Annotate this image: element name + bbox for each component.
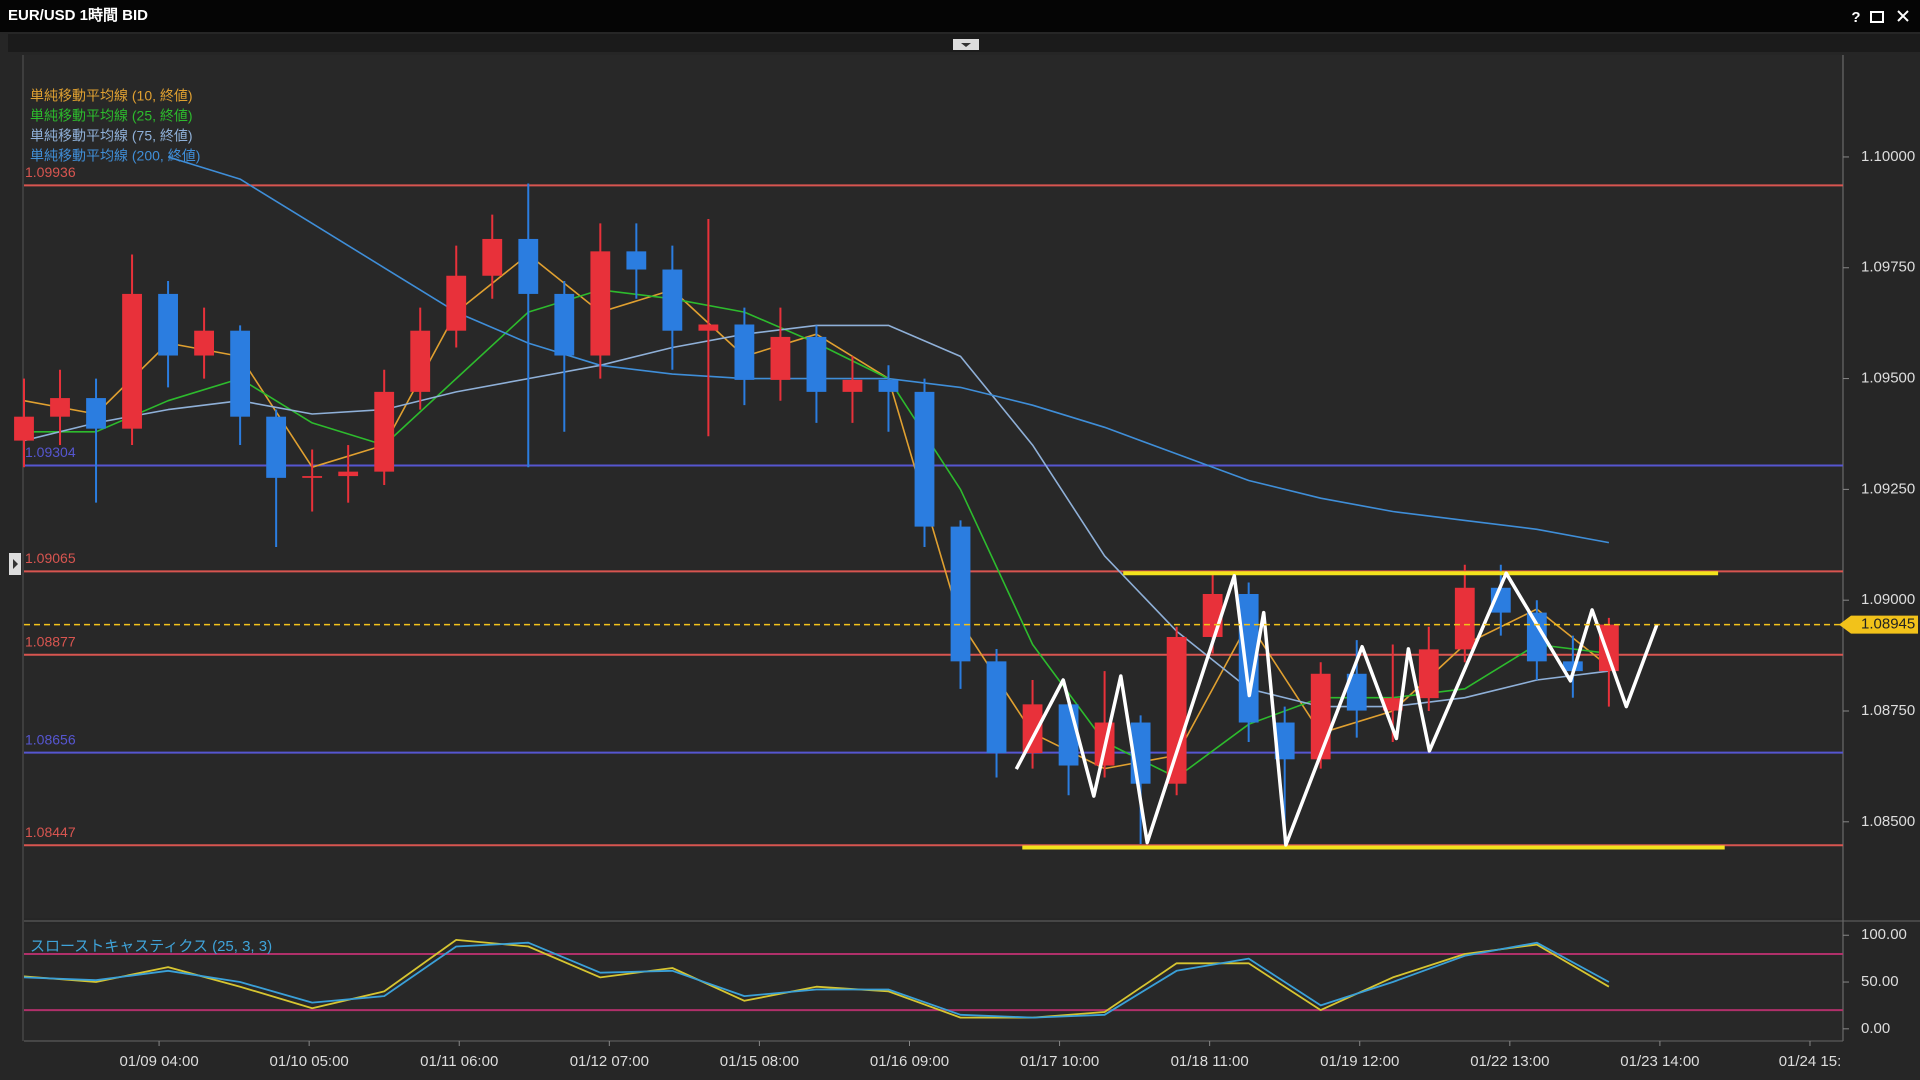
candle-body: [86, 398, 106, 429]
x-tick-label: 01/24 15:: [1779, 1053, 1842, 1070]
x-tick-label: 01/17 10:00: [1020, 1053, 1099, 1070]
stochastic-line: [24, 939, 1610, 1019]
candle-body: [1274, 722, 1295, 760]
x-tick-label: 01/12 07:00: [570, 1053, 649, 1070]
y-tick-label: 1.10000: [1861, 148, 1915, 165]
indicator-title: スローストキャスティクス (25, 3, 3): [30, 938, 272, 955]
stochastic-line: [24, 941, 1610, 1019]
level-label: 1.08877: [25, 633, 76, 649]
x-tick-label: 01/18 11:00: [1171, 1053, 1249, 1070]
y-tick-label: 100.00: [1861, 926, 1907, 943]
candle-body: [806, 336, 827, 392]
zigzag-line: [1014, 571, 1659, 847]
level-label: 1.08656: [25, 731, 76, 747]
y-tick-label: 1.08750: [1861, 702, 1915, 719]
close-button[interactable]: [1897, 10, 1909, 22]
candle-body: [266, 416, 287, 478]
y-tick-label: 1.09250: [1861, 480, 1915, 497]
candle-body: [230, 330, 251, 417]
candle-body: [302, 476, 323, 478]
y-tick-label: 0.00: [1861, 1020, 1890, 1037]
title-bar: [0, 0, 1920, 32]
dropdown-arrow: [961, 43, 971, 47]
candle-body: [662, 269, 683, 331]
x-tick-label: 01/22 13:00: [1470, 1053, 1549, 1070]
legend-entry: 単純移動平均線 (10, 終値): [30, 88, 193, 104]
candle-body: [1526, 612, 1547, 662]
x-tick-label: 01/16 09:00: [870, 1053, 949, 1070]
candle-body: [1022, 704, 1043, 754]
current-price-tag: [1839, 615, 1918, 634]
candle-body: [1058, 704, 1079, 766]
candle-body: [950, 526, 971, 662]
stoch-plot: [24, 924, 1843, 1041]
candle-body: [1562, 661, 1583, 672]
candle-body: [338, 471, 359, 477]
help-button[interactable]: ?: [1851, 9, 1860, 26]
level-label: 1.08447: [25, 824, 76, 840]
candle-body: [734, 324, 755, 380]
candle-body: [878, 379, 899, 392]
x-tick-label: 01/23 14:00: [1620, 1053, 1699, 1070]
candle-body: [122, 293, 142, 429]
candle-body: [626, 251, 647, 270]
legend-entry: 単純移動平均線 (25, 終値): [30, 108, 193, 124]
y-tick-label: 1.09000: [1861, 591, 1915, 608]
candle-body: [482, 238, 503, 276]
current-price-label: 1.08945: [1861, 616, 1915, 633]
candle-body: [1382, 698, 1403, 711]
level-label: 1.09065: [25, 550, 76, 566]
side-tab-arrow: [13, 559, 18, 569]
candle-body: [1238, 593, 1259, 723]
y-tick-label: 50.00: [1861, 973, 1899, 990]
y-tick-label: 1.08500: [1861, 813, 1915, 830]
legend-entry: 単純移動平均線 (200, 終値): [30, 148, 200, 164]
x-tick-label: 01/11 06:00: [420, 1053, 498, 1070]
candle-body: [410, 330, 431, 392]
candle-body: [50, 398, 70, 417]
x-tick-label: 01/19 12:00: [1320, 1053, 1399, 1070]
candle-body: [590, 251, 611, 356]
window-title: EUR/USD 1時間 BID: [8, 6, 148, 24]
y-tick-label: 1.09750: [1861, 259, 1915, 276]
candle-body: [518, 238, 539, 294]
candle-body: [374, 391, 395, 472]
candle-body: [914, 391, 935, 527]
x-tick-label: 01/15 08:00: [720, 1053, 799, 1070]
candle-body: [1418, 649, 1439, 699]
candle-body: [1454, 587, 1475, 650]
legend-entry: 単純移動平均線 (75, 終値): [30, 128, 193, 144]
y-tick-label: 1.09500: [1861, 370, 1915, 387]
candle-body: [1166, 636, 1187, 784]
level-label: 1.09936: [25, 164, 76, 180]
candle-body: [158, 293, 178, 356]
maximize-button[interactable]: [1870, 11, 1884, 23]
x-tick-label: 01/10 05:00: [270, 1053, 349, 1070]
x-tick-label: 01/09 04:00: [119, 1053, 198, 1070]
candle-body: [698, 324, 719, 331]
candle-body: [842, 379, 863, 392]
level-label: 1.09304: [25, 444, 76, 460]
candle-body: [14, 416, 34, 441]
candle-body: [554, 293, 575, 356]
candle-body: [770, 336, 791, 380]
candle-body: [1598, 624, 1619, 672]
candle-body: [194, 330, 215, 356]
candle-body: [1310, 673, 1331, 760]
candle-body: [446, 275, 467, 331]
candle-body: [1346, 673, 1367, 711]
candle-body: [986, 661, 1007, 754]
